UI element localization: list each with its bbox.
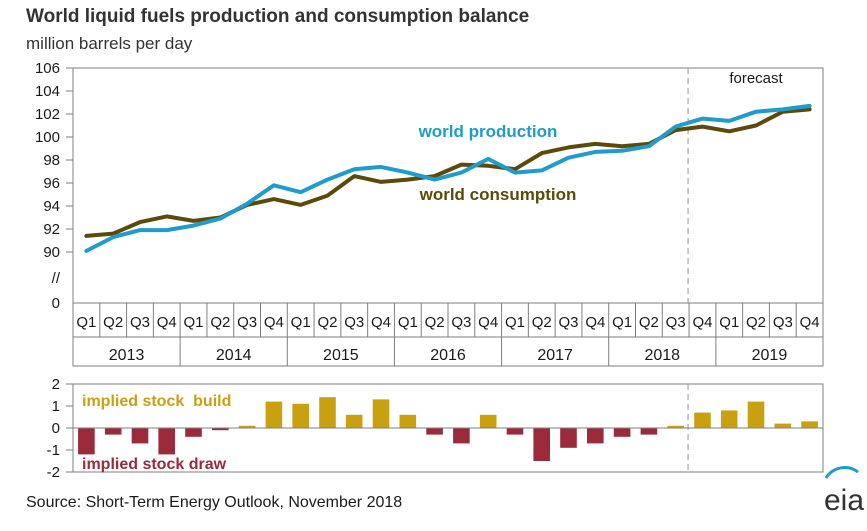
x-tick-label: Q4 (264, 314, 284, 331)
x-tick-label: Q1 (719, 314, 739, 331)
y-tick-label: -1 (47, 442, 60, 459)
x-tick-label: Q2 (317, 314, 337, 331)
bar-stock-change (801, 421, 818, 428)
bar-stock-change (720, 410, 738, 428)
bar-stock-change (265, 401, 283, 428)
annotation-stock-build: implied stock build (82, 393, 231, 410)
y-tick-label: 0 (52, 420, 60, 437)
bar-stock-change (104, 428, 122, 435)
year-label: 2016 (430, 347, 466, 364)
x-tick-label: Q3 (773, 314, 793, 331)
x-tick-label: Q4 (371, 314, 391, 331)
y-axis-break: // (52, 270, 61, 287)
bar-stock-change (212, 428, 229, 431)
bar-stock-change (774, 423, 792, 428)
bar-stock-change (399, 414, 417, 428)
bar-stock-change (158, 428, 175, 455)
y-tick-label: 98 (43, 152, 60, 169)
x-tick-label: Q1 (184, 314, 204, 331)
bar-stock-change (640, 428, 658, 435)
x-tick-label: Q1 (612, 314, 632, 331)
line-world-production (84, 103, 812, 253)
x-tick-label: Q1 (505, 314, 525, 331)
x-tick-label: Q1 (76, 314, 96, 331)
year-label: 2014 (216, 347, 252, 364)
bar-stock-change (453, 428, 470, 444)
y-tick-label: 106 (35, 60, 60, 77)
x-tick-label: Q2 (532, 314, 552, 331)
year-label: 2017 (537, 347, 573, 364)
x-tick-label: Q3 (344, 314, 364, 331)
eia-logo: eia (824, 466, 864, 517)
x-tick-label: Q4 (585, 314, 605, 331)
y-tick-label: 94 (43, 198, 60, 215)
bar-stock-change (694, 412, 711, 428)
y-tick-label: 1 (52, 398, 60, 415)
y-tick-label: 102 (35, 106, 60, 123)
svg-text:eia: eia (824, 484, 864, 517)
year-label: 2013 (109, 347, 145, 364)
bar-stock-change (747, 401, 765, 428)
y-tick-label: 104 (35, 83, 60, 100)
y-tick-label: 0 (52, 295, 60, 312)
x-tick-label: Q1 (398, 314, 418, 331)
y-tick-label: -2 (47, 464, 60, 481)
forecast-label: forecast (729, 70, 783, 87)
x-tick-label: Q4 (157, 314, 177, 331)
x-tick-label: Q2 (639, 314, 659, 331)
source-note: Source: Short-Term Energy Outlook, Novem… (26, 494, 403, 511)
bar-stock-change (319, 397, 336, 428)
year-label: 2015 (323, 347, 359, 364)
series-label-production: world production (418, 122, 558, 141)
bar-stock-change (479, 414, 497, 428)
x-tick-label: Q1 (291, 314, 311, 331)
bar-stock-change (613, 428, 631, 437)
annotation-stock-draw: implied stock draw (82, 456, 227, 473)
bar-stock-change (560, 428, 577, 448)
x-tick-label: Q3 (130, 314, 150, 331)
y-tick-label: 96 (43, 175, 60, 192)
x-tick-label: Q2 (103, 314, 123, 331)
x-tick-label: Q4 (800, 314, 820, 331)
y-tick-label: 92 (43, 221, 60, 238)
bar-stock-change (292, 403, 309, 428)
x-tick-label: Q2 (746, 314, 766, 331)
bar-stock-change (238, 425, 256, 428)
x-tick-label: Q3 (559, 314, 579, 331)
bar-stock-change (587, 428, 604, 444)
y-tick-label: 90 (43, 244, 60, 261)
x-tick-label: Q3 (451, 314, 471, 331)
y-tick-label: 2 (52, 376, 60, 393)
year-label: 2018 (644, 347, 680, 364)
bar-stock-change (185, 428, 202, 437)
x-tick-label: Q4 (478, 314, 498, 331)
line-world-consumption (84, 107, 812, 238)
bar-stock-change (131, 428, 149, 444)
x-tick-label: Q2 (425, 314, 445, 331)
bar-stock-change (667, 425, 684, 428)
x-tick-label: Q2 (210, 314, 230, 331)
x-tick-label: Q3 (237, 314, 257, 331)
bar-stock-change (372, 399, 390, 428)
bar-stock-change (533, 428, 550, 461)
series-label-consumption: world consumption (419, 185, 577, 204)
x-tick-label: Q4 (692, 314, 712, 331)
chart-subtitle: million barrels per day (26, 34, 193, 53)
chart-title: World liquid fuels production and consum… (26, 6, 530, 27)
year-label: 2019 (752, 347, 788, 364)
bar-stock-change (345, 414, 363, 428)
y-tick-label: 100 (35, 129, 60, 146)
bar-stock-change (426, 428, 443, 435)
bar-stock-change (506, 428, 524, 435)
bar-stock-change (78, 428, 95, 455)
x-tick-label: Q3 (666, 314, 686, 331)
